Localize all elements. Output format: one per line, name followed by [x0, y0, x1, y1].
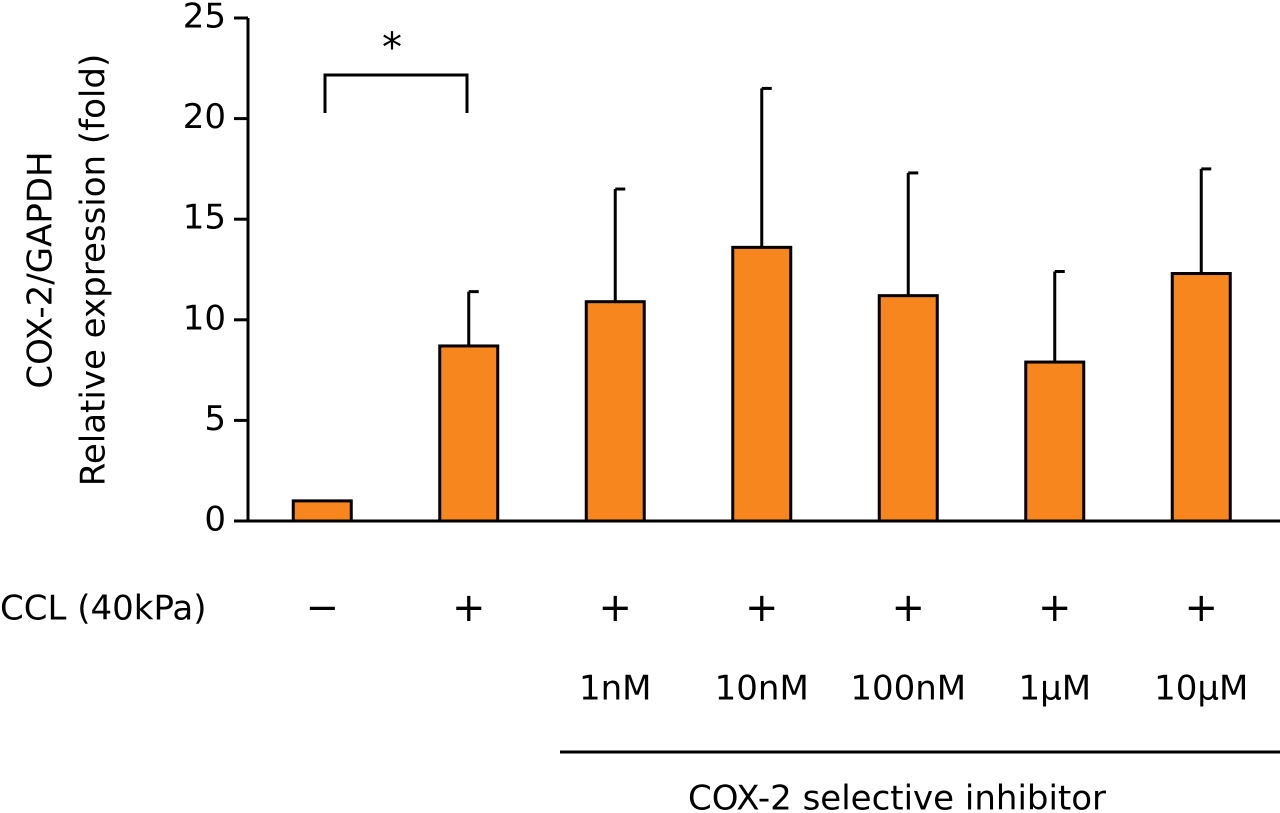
significance-label: * — [382, 25, 402, 71]
bar — [877, 294, 939, 523]
y-tick-label: 0 — [204, 500, 226, 540]
row-label: CCL (40kPa) — [0, 589, 207, 629]
y-tick-label: 25 — [183, 0, 226, 37]
ccl-mark: + — [1038, 585, 1072, 631]
bar — [1170, 272, 1232, 523]
y-tick-label: 10 — [183, 298, 226, 338]
group-label: COX-2 selective inhibitor — [688, 779, 1106, 813]
error-bar — [613, 187, 626, 302]
error-bar — [760, 86, 772, 248]
ccl-mark: + — [598, 585, 632, 631]
bar — [1024, 360, 1086, 523]
bar — [438, 344, 500, 523]
y-tick-label: 20 — [183, 97, 226, 137]
ccl-mark: + — [1184, 585, 1218, 631]
ccl-mark: + — [745, 585, 779, 631]
error-bar — [1053, 270, 1065, 363]
x-tick-label: 10μM — [1154, 669, 1248, 709]
bar — [291, 499, 353, 523]
bar — [584, 300, 646, 523]
y-tick-label: 15 — [183, 198, 226, 238]
y-tick-label: 5 — [204, 399, 226, 439]
x-tick-label: 100nM — [850, 669, 966, 709]
error-bar — [467, 290, 479, 346]
y-axis-label: Relative expression (fold) — [74, 54, 114, 486]
x-tick-label: 10nM — [715, 669, 809, 709]
x-tick-label: 1nM — [579, 669, 652, 709]
error-bar — [1199, 167, 1212, 274]
bar — [731, 245, 793, 523]
error-bar — [906, 171, 919, 296]
ccl-mark: + — [891, 585, 925, 631]
ccl-mark: − — [305, 585, 339, 631]
y-axis-label: COX-2/GAPDH — [21, 151, 61, 388]
significance-bracket — [323, 73, 469, 113]
ccl-mark: + — [452, 585, 486, 631]
x-tick-label: 1μM — [1018, 669, 1091, 709]
